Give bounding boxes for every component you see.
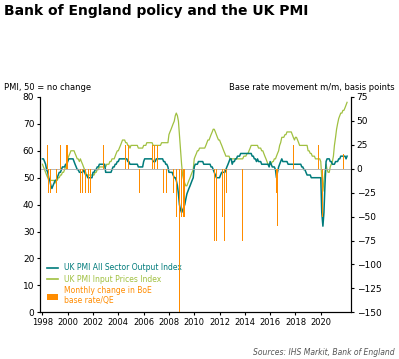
Bar — [242, 169, 243, 241]
Text: PMI, 50 = no change: PMI, 50 = no change — [4, 83, 91, 92]
Bar — [48, 169, 49, 193]
Bar — [324, 169, 325, 312]
Bar — [66, 145, 67, 169]
Bar — [166, 169, 167, 193]
Bar — [82, 169, 83, 193]
Text: Base rate movement m/m, basis points: Base rate movement m/m, basis points — [229, 83, 395, 92]
Bar — [139, 169, 140, 193]
Bar — [322, 169, 323, 216]
Bar — [157, 145, 158, 169]
Bar — [168, 169, 169, 193]
Bar — [173, 169, 174, 193]
Text: Sources: IHS Markit, Bank of England: Sources: IHS Markit, Bank of England — [253, 348, 395, 357]
Bar — [47, 145, 48, 169]
Bar — [183, 169, 184, 216]
Bar — [80, 169, 81, 193]
Bar — [184, 169, 185, 216]
Bar — [181, 169, 182, 216]
Bar — [163, 169, 164, 193]
Bar — [103, 145, 104, 169]
Bar — [276, 169, 277, 193]
Bar — [216, 169, 217, 241]
Bar — [293, 145, 294, 169]
Bar — [277, 169, 278, 226]
Bar — [125, 145, 126, 169]
Bar — [318, 145, 319, 169]
Bar — [214, 169, 215, 241]
Bar — [345, 145, 346, 169]
Bar — [222, 169, 223, 216]
Bar — [56, 169, 57, 193]
Bar — [128, 145, 129, 169]
Bar — [179, 169, 180, 312]
Bar — [85, 169, 86, 193]
Bar — [60, 145, 61, 169]
Text: Bank of England policy and the UK PMI: Bank of England policy and the UK PMI — [4, 4, 308, 18]
Bar — [176, 169, 177, 216]
Legend: UK PMI All Sector Output Index, UK PMI Input Prices Index, Monthly change in BoE: UK PMI All Sector Output Index, UK PMI I… — [44, 260, 185, 308]
Bar — [67, 145, 68, 169]
